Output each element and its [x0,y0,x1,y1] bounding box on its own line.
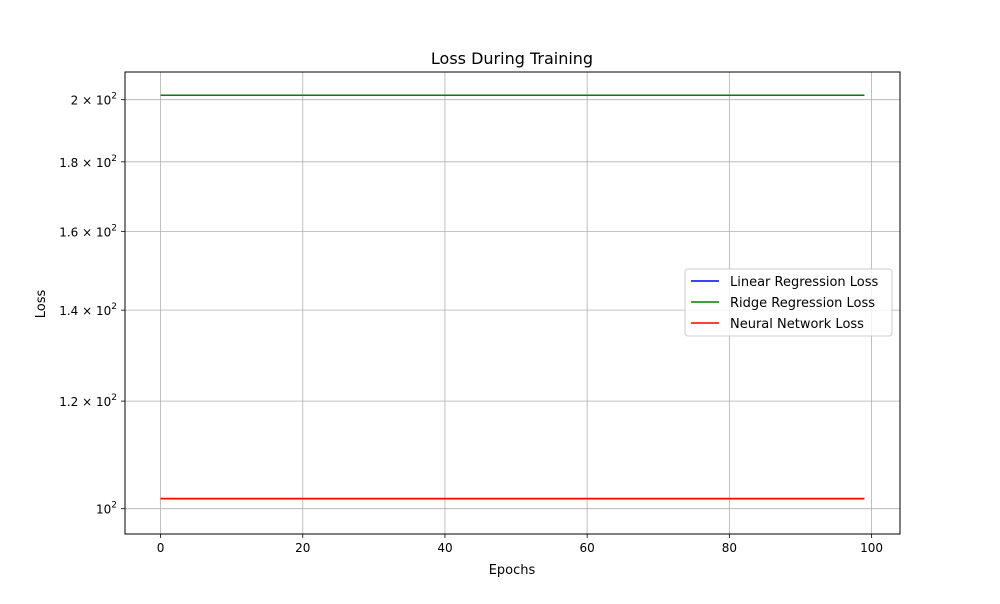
legend: Linear Regression Loss Ridge Regression L… [684,268,893,337]
y-tick-label: 1.4 × 102 [59,302,117,318]
x-tick-label: 100 [860,541,883,555]
y-tick-label: 1.8 × 102 [59,154,117,170]
y-tick-label: 2 × 102 [71,92,117,108]
x-tick-label: 40 [437,541,452,555]
legend-box [684,268,893,337]
legend-label-1: Linear Regression Loss [730,275,879,290]
x-tick-label: 20 [295,541,310,555]
x-axis-ticks: 0 20 40 60 80 100 [157,534,883,555]
grid [125,72,900,534]
plot-frame [124,71,901,535]
x-tick-label: 60 [580,541,595,555]
x-axis-label: Epochs [489,563,536,578]
y-tick-label: 102 [96,501,117,517]
x-tick-label: 80 [722,541,737,555]
legend-label-3: Neural Network Loss [730,317,864,332]
y-tick-label: 1.2 × 102 [59,393,117,409]
series-lines [160,94,865,500]
chart-title: Loss During Training [431,49,593,68]
y-axis-label: Loss [34,290,49,319]
legend-label-2: Ridge Regression Loss [730,296,875,311]
y-axis-ticks: 102 1.2 × 102 1.4 × 102 1.6 × 102 1.8 × 102 2… [59,92,125,517]
y-tick-label: 1.6 × 102 [59,223,117,239]
x-tick-label: 0 [157,541,165,555]
